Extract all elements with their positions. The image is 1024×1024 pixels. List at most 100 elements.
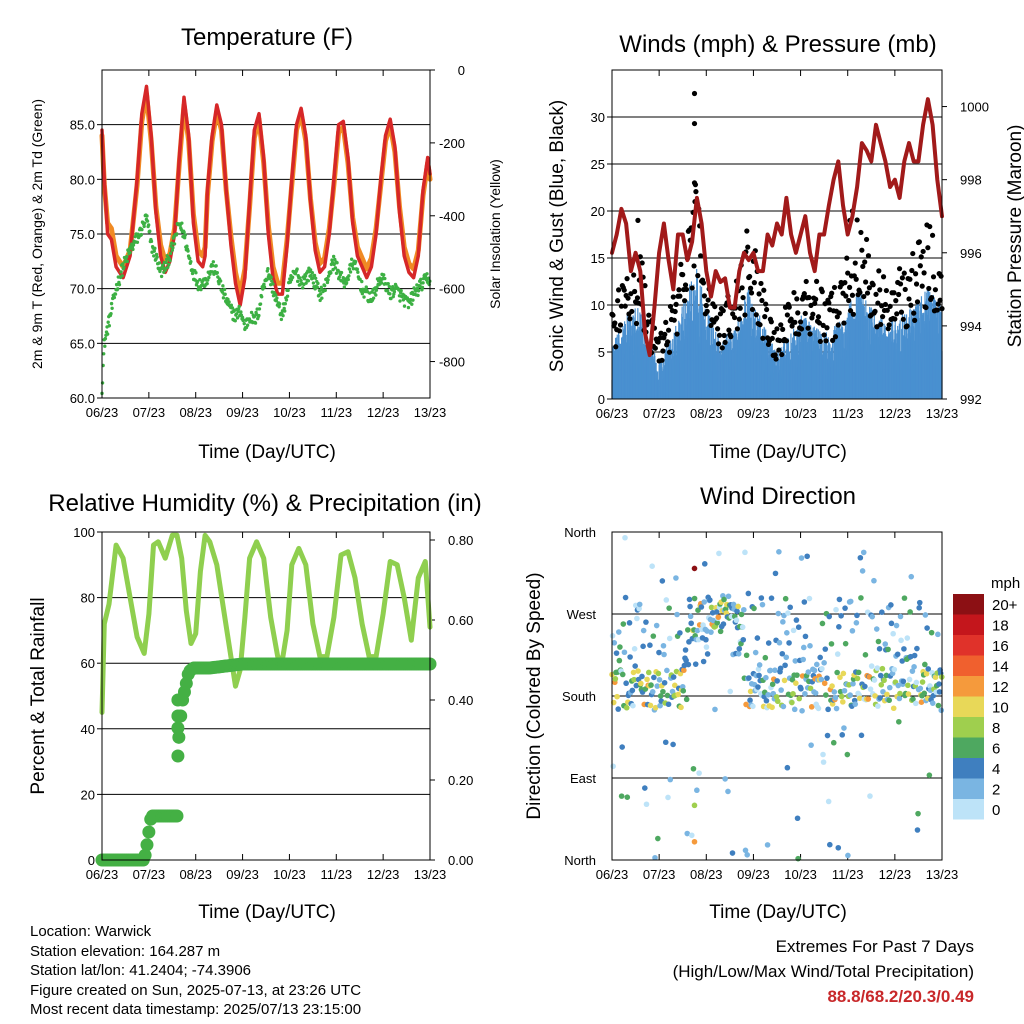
gust-point [652,345,658,351]
dewpoint-point [208,272,212,276]
direction-point [825,706,831,713]
direction-point [774,678,780,684]
direction-point [779,650,786,657]
gust-point [740,294,746,301]
direction-point [789,699,795,706]
gust-point [670,294,676,300]
gust-point [877,287,883,293]
gust-point [878,321,884,328]
gust-point [773,356,779,362]
gust-point [783,338,790,344]
dewpoint-point [315,285,320,289]
direction-point [763,674,769,681]
dewpoint-point [114,282,119,287]
gust-point [916,239,922,245]
gust-point [923,304,929,311]
direction-point [914,827,921,833]
gust-point [756,291,762,297]
direction-point [885,646,891,653]
direction-point [644,676,650,683]
gust-point [721,332,727,339]
direction-point [755,666,762,672]
dewpoint-point [334,271,339,275]
gust-point [872,308,878,315]
gust-point [786,304,792,310]
legend-swatch [953,778,984,799]
gust-point [900,316,906,322]
dewpoint-point [411,298,415,302]
gust-point [616,287,622,293]
temperature-xtick-label: 12/23 [367,405,400,420]
direction-point [665,794,671,801]
gust-point [791,289,797,296]
gust-point [763,301,769,307]
dewpoint-point [253,321,258,325]
gust-point [712,303,718,310]
direction-point [691,565,698,572]
direction-point [828,641,835,647]
direction-point [673,575,679,581]
direction-point [871,577,877,584]
direction-point [772,570,779,577]
dewpoint-point [326,278,330,282]
dewpoint-point [112,295,117,300]
gust-point [896,266,903,272]
direction-point [721,596,727,603]
direction-point [698,604,705,610]
direction-point [632,663,638,669]
gust-point [897,281,904,287]
dewpoint-point [355,267,359,271]
direction-point [936,689,943,695]
temperature-xtick-label: 10/23 [273,405,306,420]
direction-point [808,742,814,748]
dewpoint-point [237,304,241,309]
winds-chart: Winds (mph) & Pressure (mb) 0 5 10 15 20 25 30… [547,31,1024,463]
direction-point [775,610,782,617]
dewpoint-point [180,221,184,225]
direction-point [790,627,797,634]
dewpoint-point [168,258,172,263]
direction-point [750,703,756,710]
station-info: Location: Warwick Station elevation: 164… [30,922,361,1020]
gust-point [625,295,631,301]
direction-point [833,705,840,712]
gust-point [748,285,754,291]
station-latlon: Station lat/lon: 41.2404; -74.3906 [30,962,252,979]
temperature-xtick-label: 09/23 [226,405,259,420]
direction-point [840,670,847,677]
dewpoint-point [145,219,150,223]
direction-point [790,691,796,697]
humidity-ytick-label: 60 [81,656,95,671]
direction-point [888,620,895,627]
direction-point [626,620,633,626]
winds-ytick-label: 25 [591,157,605,172]
direction-point [807,685,814,692]
gust-point [810,311,816,317]
dewpoint-point [295,279,300,284]
gust-point [698,253,704,259]
dewpoint-point [154,252,159,257]
dewpoint-point [271,282,275,286]
humidity-y2tick-label: 0.40 [448,693,473,708]
gust-point [705,297,711,303]
direction-point [617,644,623,650]
winds-xtick-label: 06/23 [596,406,629,421]
gust-point [692,182,699,188]
direction-point [639,673,645,680]
gust-point [776,347,782,353]
dewpoint-point [189,259,193,264]
gust-point [930,274,937,280]
legend-label: 12 [992,679,1009,696]
dewpoint-point [143,221,147,225]
direction-point [740,636,747,643]
direction-point [666,635,673,642]
gust-point [835,322,841,328]
gust-point [863,279,869,285]
direction-point [824,732,831,739]
direction-point [620,621,627,627]
dewpoint-point [170,241,174,245]
dewpoint-point [339,270,344,275]
direction-point [792,658,799,664]
direction-point [660,688,666,695]
direction-point [891,666,898,673]
